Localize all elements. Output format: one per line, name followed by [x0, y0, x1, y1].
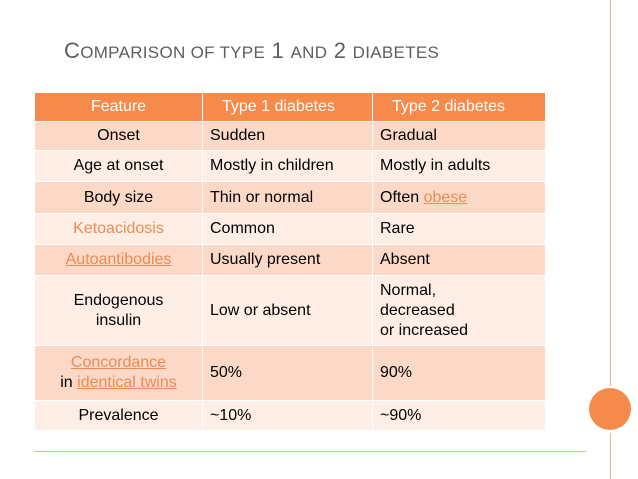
table-row: Prevalence ~10% ~90% [34, 400, 546, 431]
concordance-link[interactable]: Concordance [70, 354, 167, 371]
cell-type2: Often obese [372, 181, 546, 214]
cell-type2: Rare [372, 213, 546, 245]
table-row: Age at onset Mostly in children Mostly i… [34, 150, 546, 182]
header-feature: Feature [34, 92, 203, 122]
frame-line-right [610, 0, 611, 386]
header-type1: Type 1 diabetes [202, 92, 373, 122]
table-row: Body size Thin or normal Often obese [34, 181, 546, 214]
comparison-table: Feature Type 1 diabetes Type 2 diabetes … [34, 92, 546, 431]
table-row: Concordance in identical twins 50% 90% [34, 345, 546, 401]
frame-line-bottom [34, 451, 586, 452]
cell-type1: Thin or normal [202, 181, 373, 214]
slide-title: Comparison of type 1 and 2 diabetes [64, 38, 440, 63]
cell-type2: 90% [372, 345, 546, 401]
cell-type1: ~10% [202, 400, 373, 431]
cell-type1: Mostly in children [202, 150, 373, 182]
cell-feature: Ketoacidosis [34, 213, 203, 245]
cell-feature: Onset [34, 121, 203, 151]
cell-type2: Gradual [372, 121, 546, 151]
obese-link[interactable]: obese [423, 188, 468, 206]
table-header-row: Feature Type 1 diabetes Type 2 diabetes [34, 92, 546, 122]
header-type2: Type 2 diabetes [372, 92, 546, 122]
cell-type1: Usually present [202, 244, 373, 276]
cell-feature: Endogenous insulin [34, 275, 203, 346]
cell-type1: 50% [202, 345, 373, 401]
cell-type2: Absent [372, 244, 546, 276]
cell-type2: Normal, decreased or increased [372, 275, 546, 346]
cell-type2: Mostly in adults [372, 150, 546, 182]
cell-feature: Prevalence [34, 400, 203, 431]
decorative-circle [589, 388, 631, 430]
cell-type1: Common [202, 213, 373, 245]
cell-feature: Concordance in identical twins [34, 345, 203, 401]
cell-feature: Autoantibodies [34, 244, 203, 276]
table-row: Endogenous insulin Low or absent Normal, d… [34, 275, 546, 346]
cell-feature: Body size [34, 181, 203, 214]
table-row: Ketoacidosis Common Rare [34, 213, 546, 245]
table-row: Onset Sudden Gradual [34, 121, 546, 151]
ketoacidosis-link[interactable]: Ketoacidosis [73, 220, 164, 237]
cell-type1: Low or absent [202, 275, 373, 346]
frame-line-right-lower [610, 433, 611, 479]
cell-feature: Age at onset [34, 150, 203, 182]
cell-type1: Sudden [202, 121, 373, 151]
table-row: Autoantibodies Usually present Absent [34, 244, 546, 276]
autoantibodies-link[interactable]: Autoantibodies [65, 251, 172, 268]
identical-twins-link[interactable]: identical twins [77, 374, 177, 391]
cell-type2: ~90% [372, 400, 546, 431]
